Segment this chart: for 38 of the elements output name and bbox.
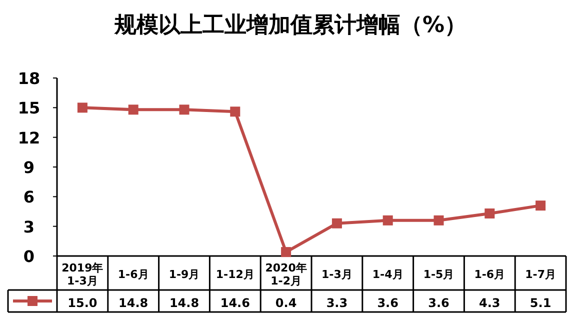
point (434, 215, 444, 226)
point (77, 102, 88, 113)
point (484, 208, 495, 218)
data-label: 3.3 (326, 296, 348, 310)
y-tick-label: 6 (23, 188, 35, 207)
point (128, 104, 138, 115)
x-tick-label: 1-7月 (525, 268, 556, 281)
data-label: 15.0 (68, 296, 98, 310)
y-tick-label: 3 (23, 217, 35, 236)
y-tick-label: 9 (23, 158, 35, 177)
data-label: 14.8 (118, 296, 148, 310)
x-tick-label: 1-5月 (423, 268, 454, 281)
chart-title: 规模以上工业增加值累计增幅（%） (113, 13, 467, 38)
x-tick-label: 1-6月 (118, 268, 149, 281)
x-tick-label: 1-6月 (474, 268, 506, 281)
x-tick-label: 2020年 1-2月 (265, 261, 307, 288)
y-tick-label: 0 (23, 247, 35, 266)
x-tick-label: 1-4月 (372, 268, 404, 281)
y-tick-label: 15 (18, 98, 40, 118)
data-label: 4.3 (479, 296, 500, 310)
point (536, 200, 546, 211)
x-tick-label: 1-9月 (168, 268, 200, 281)
point (332, 218, 342, 228)
x-tick-label: 2019年 1-3月 (62, 261, 104, 288)
data-label: 5.1 (530, 296, 552, 310)
x-tick-label: 1-3月 (322, 268, 352, 281)
data-label: 0.4 (275, 296, 297, 310)
y-tick-label: 18 (18, 69, 40, 88)
point (230, 106, 240, 117)
x-tick-label: 1-12月 (216, 268, 254, 281)
point (382, 215, 393, 226)
data-label: 14.8 (169, 296, 200, 310)
point (179, 104, 190, 115)
y-tick-label: 12 (18, 128, 40, 148)
data-label: 3.6 (428, 296, 450, 310)
data-label: 3.6 (377, 296, 398, 310)
data-label: 14.6 (220, 296, 250, 310)
point (281, 247, 292, 258)
